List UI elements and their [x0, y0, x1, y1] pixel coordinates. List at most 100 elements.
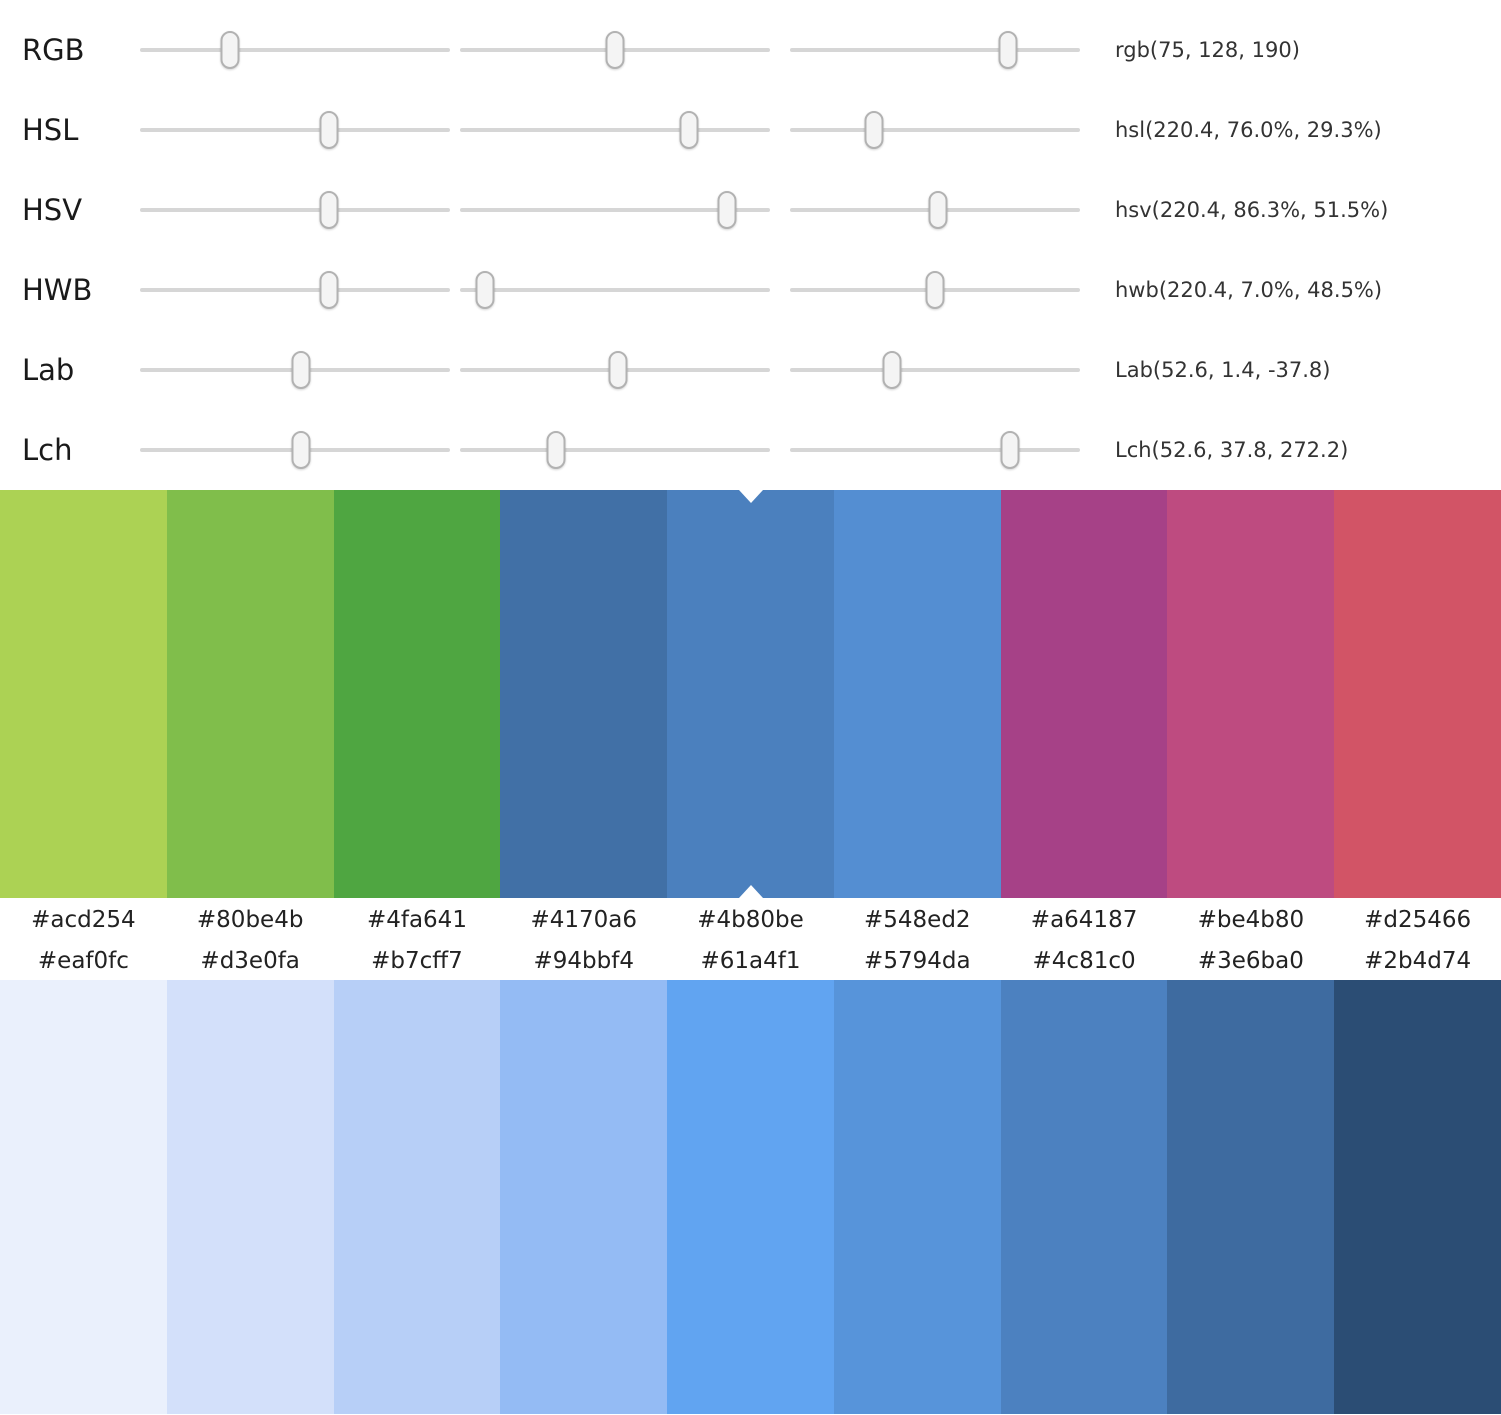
slider-handle[interactable]: [319, 191, 339, 229]
lab-slider-3[interactable]: [790, 330, 1080, 410]
scale-swatch-2[interactable]: [166, 980, 334, 1414]
slider-track: [790, 448, 1080, 452]
slider-handle[interactable]: [546, 431, 566, 469]
hwb-slider-3[interactable]: [790, 250, 1080, 330]
slider-track: [790, 128, 1080, 132]
slider-handle[interactable]: [925, 271, 945, 309]
colorspace-label-hsl: HSL: [22, 113, 79, 147]
lab-slider-1[interactable]: [140, 330, 450, 410]
slider-track: [140, 48, 450, 52]
slider-handle[interactable]: [998, 31, 1017, 69]
slider-track: [460, 288, 770, 292]
harmony-swatch-4[interactable]: [500, 490, 668, 898]
slider-handle[interactable]: [291, 351, 311, 389]
slider-handle[interactable]: [291, 431, 311, 469]
rgb-slider-3[interactable]: [790, 10, 1080, 90]
hex-label: #61a4f1: [700, 948, 801, 974]
hex-label: #2b4d74: [1364, 948, 1472, 974]
hex-label: #4fa641: [366, 907, 467, 933]
color-value-hsv: hsv(220.4, 86.3%, 51.5%): [1115, 198, 1389, 222]
colorspace-label-rgb: RGB: [22, 33, 85, 67]
harmony-swatch-6[interactable]: [833, 490, 1001, 898]
lab-slider-2[interactable]: [460, 330, 770, 410]
lch-slider-2[interactable]: [460, 410, 770, 490]
slider-row-lch: Lch Lch(52.6, 37.8, 272.2): [0, 410, 1501, 490]
harmony-hex-labels: #acd254 #80be4b #4fa641 #4170a6 #4b80be …: [0, 898, 1501, 942]
scale-swatch-4[interactable]: [500, 980, 668, 1414]
scale-hex-labels: #eaf0fc #d3e0fa #b7cff7 #94bbf4 #61a4f1 …: [0, 942, 1501, 980]
harmony-swatch-5-selected[interactable]: [667, 490, 834, 898]
hex-label: #94bbf4: [533, 948, 634, 974]
slider-row-hwb: HWB hwb(220.4, 7.0%, 48.5%): [0, 250, 1501, 330]
hsv-slider-1[interactable]: [140, 170, 450, 250]
hex-label: #3e6ba0: [1197, 948, 1304, 974]
harmony-swatch-2[interactable]: [166, 490, 334, 898]
harmony-swatch-9[interactable]: [1334, 490, 1501, 898]
scale-swatch-5[interactable]: [667, 980, 834, 1414]
scale-swatch-6[interactable]: [833, 980, 1001, 1414]
hex-label: #eaf0fc: [37, 948, 129, 974]
slider-handle[interactable]: [864, 111, 884, 149]
hsl-slider-2[interactable]: [460, 90, 770, 170]
slider-handle[interactable]: [475, 271, 495, 309]
scale-swatch-7[interactable]: [1000, 980, 1168, 1414]
color-value-hsl: hsl(220.4, 76.0%, 29.3%): [1115, 118, 1382, 142]
slider-row-lab: Lab Lab(52.6, 1.4, -37.8): [0, 330, 1501, 410]
scale-swatch-1[interactable]: [0, 980, 167, 1414]
lch-slider-1[interactable]: [140, 410, 450, 490]
hex-label: #4c81c0: [1032, 948, 1136, 974]
slider-handle[interactable]: [882, 351, 901, 389]
hex-label: #be4b80: [1197, 907, 1305, 933]
hsv-slider-2[interactable]: [460, 170, 770, 250]
hex-label: #4170a6: [530, 907, 637, 933]
scale-swatch-9[interactable]: [1334, 980, 1501, 1414]
slider-track: [790, 368, 1080, 372]
colorspace-label-lch: Lch: [22, 433, 73, 467]
slider-handle[interactable]: [220, 31, 240, 69]
rgb-slider-1[interactable]: [140, 10, 450, 90]
slider-track: [140, 208, 450, 212]
scale-swatch-3[interactable]: [333, 980, 501, 1414]
hex-label: #b7cff7: [371, 948, 463, 974]
lch-slider-3[interactable]: [790, 410, 1080, 490]
hwb-slider-2[interactable]: [460, 250, 770, 330]
slider-handle[interactable]: [319, 111, 339, 149]
colorspace-label-hwb: HWB: [22, 273, 93, 307]
slider-track: [140, 128, 450, 132]
color-value-hwb: hwb(220.4, 7.0%, 48.5%): [1115, 278, 1383, 302]
scale-palette: [0, 980, 1501, 1414]
slider-track: [140, 288, 450, 292]
color-value-lab: Lab(52.6, 1.4, -37.8): [1115, 358, 1331, 382]
slider-track: [460, 208, 770, 212]
slider-handle[interactable]: [608, 351, 628, 389]
hwb-slider-1[interactable]: [140, 250, 450, 330]
harmony-swatch-1[interactable]: [0, 490, 167, 898]
hex-label: #80be4b: [196, 907, 304, 933]
harmony-swatch-3[interactable]: [333, 490, 501, 898]
slider-handle[interactable]: [717, 191, 737, 229]
scale-swatch-8[interactable]: [1167, 980, 1335, 1414]
slider-handle[interactable]: [319, 271, 339, 309]
hsv-slider-3[interactable]: [790, 170, 1080, 250]
hsl-slider-3[interactable]: [790, 90, 1080, 170]
hsl-slider-1[interactable]: [140, 90, 450, 170]
slider-handle[interactable]: [605, 31, 625, 69]
slider-track: [460, 448, 770, 452]
slider-track: [790, 48, 1080, 52]
slider-track: [460, 128, 770, 132]
harmony-palette: [0, 490, 1501, 898]
colorspace-label-hsv: HSV: [22, 193, 83, 227]
hex-label: #5794da: [864, 948, 971, 974]
hex-label: #548ed2: [864, 907, 971, 933]
harmony-swatch-8[interactable]: [1167, 490, 1335, 898]
hex-label: #a64187: [1030, 907, 1138, 933]
hex-label: #d25466: [1364, 907, 1472, 933]
slider-handle[interactable]: [928, 191, 948, 229]
rgb-slider-2[interactable]: [460, 10, 770, 90]
harmony-swatch-7[interactable]: [1000, 490, 1168, 898]
slider-handle[interactable]: [679, 111, 699, 149]
hex-label: #acd254: [31, 907, 136, 933]
slider-row-hsv: HSV hsv(220.4, 86.3%, 51.5%): [0, 170, 1501, 250]
color-value-lch: Lch(52.6, 37.8, 272.2): [1115, 438, 1349, 462]
slider-handle[interactable]: [1000, 431, 1020, 469]
